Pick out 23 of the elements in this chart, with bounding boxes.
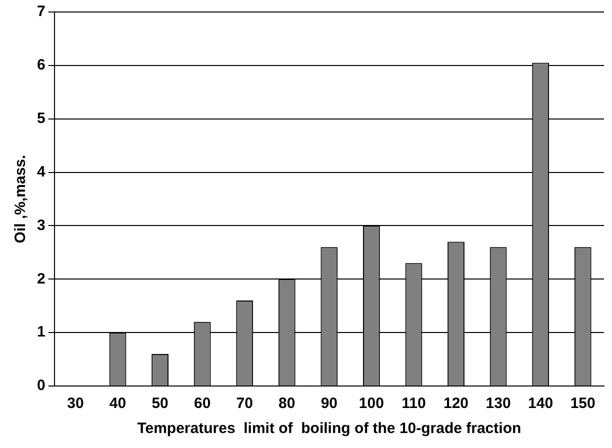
- x-tick-label: 80: [278, 395, 296, 412]
- x-tick-label: 50: [152, 395, 168, 412]
- y-tick-label: 0: [37, 377, 46, 394]
- y-tick-label: 3: [37, 216, 46, 234]
- y-tick-label: 4: [37, 163, 46, 180]
- x-tick-label: 120: [444, 395, 469, 412]
- x-tick-label: 70: [236, 395, 253, 412]
- x-tick-label: 100: [358, 395, 384, 412]
- x-tick-label: 60: [194, 395, 211, 412]
- x-axis-title: Temperatures limit of boiling of the 10-grade fraction: [137, 420, 522, 438]
- y-axis-title: Oil ,%,mass.: [12, 154, 30, 244]
- y-tick-label: 5: [37, 110, 46, 127]
- x-tick-label: 110: [402, 395, 426, 412]
- y-tick-label: 7: [37, 3, 46, 20]
- x-tick-label: 140: [528, 395, 554, 412]
- x-tick-label: 150: [570, 395, 596, 412]
- x-tick-label: 30: [67, 395, 84, 412]
- y-tick-label: 2: [37, 270, 46, 288]
- y-tick-label: 6: [37, 56, 46, 74]
- x-tick-label: 40: [109, 395, 126, 412]
- x-tick-label: 90: [320, 395, 338, 412]
- y-tick-label: 1: [37, 324, 46, 341]
- x-tick-label: 130: [486, 395, 511, 412]
